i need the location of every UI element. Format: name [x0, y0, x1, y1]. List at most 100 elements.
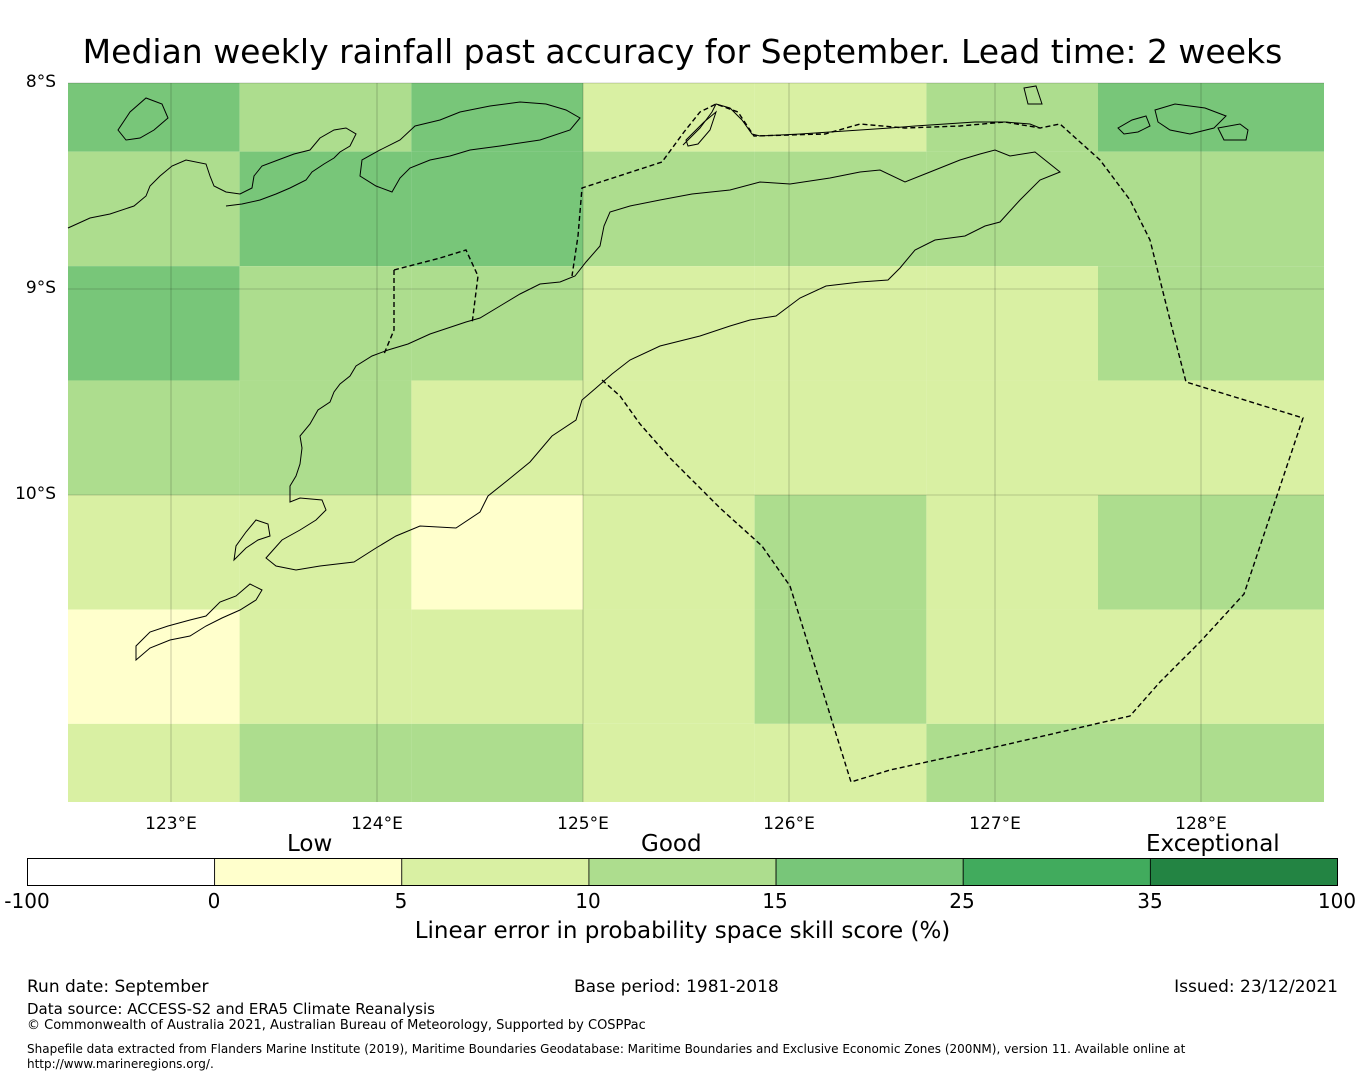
- skill-cell: [239, 380, 412, 495]
- skill-cell: [754, 723, 927, 802]
- lat-label-10s: 10°S: [15, 484, 56, 504]
- colorbar-tick: 25: [949, 889, 975, 913]
- colorbar-frame: [27, 858, 1338, 886]
- colorbar-bin: [775, 858, 964, 886]
- skill-cell: [239, 83, 412, 152]
- skill-cell: [239, 723, 412, 802]
- skill-cell: [754, 495, 927, 610]
- atauro-coastline: [685, 110, 718, 147]
- colorbar-label: Linear error in probability space skill …: [414, 918, 951, 944]
- skill-cell: [926, 609, 1098, 724]
- skill-cell: [411, 380, 583, 495]
- skill-cell: [68, 380, 240, 495]
- colorbar-category-good: Good: [641, 831, 702, 857]
- skill-cell: [68, 723, 240, 802]
- skill-cell: [239, 151, 412, 267]
- skill-cell: [411, 723, 583, 802]
- skill-cell: [926, 495, 1098, 610]
- run-date: Run date: September: [27, 977, 209, 997]
- alor-coastline: [359, 101, 581, 193]
- colorbar-category-low: Low: [287, 831, 333, 857]
- data-source: Data source: ACCESS-S2 and ERA5 Climate …: [27, 1000, 435, 1018]
- colorbar-tick: 10: [575, 889, 601, 913]
- colorbar-tick: 35: [1137, 889, 1163, 913]
- shapefile-credit-line2: http://www.marineregions.org/.: [27, 1057, 214, 1071]
- skill-cell: [1098, 266, 1324, 381]
- wetar-coastline: [682, 103, 1041, 146]
- skill-cell: [926, 380, 1098, 495]
- lat-label-8s: 8°S: [25, 72, 56, 92]
- skill-cell: [583, 151, 755, 267]
- colorbar-bin: [214, 858, 403, 886]
- skill-grid: [68, 83, 1324, 802]
- skill-cell: [583, 609, 755, 724]
- skill-cell: [1098, 83, 1324, 152]
- skill-cell: [68, 266, 240, 381]
- skill-cell: [1098, 723, 1324, 802]
- shapefile-credit: Shapefile data extracted from Flanders M…: [27, 1042, 1185, 1072]
- skill-cell: [411, 609, 583, 724]
- skill-cell: [68, 609, 240, 724]
- skill-cell: [1098, 380, 1324, 495]
- skill-cell: [411, 83, 583, 152]
- eez-boundary-oecusse: [383, 249, 479, 355]
- colorbar-tick: 15: [762, 889, 788, 913]
- copyright: © Commonwealth of Australia 2021, Austra…: [27, 1018, 646, 1033]
- colorbar-tick: 5: [394, 889, 408, 913]
- skill-cell: [754, 83, 927, 152]
- skill-cell: [239, 266, 412, 381]
- skill-cell: [1098, 609, 1324, 724]
- kisar-coastline: [1117, 115, 1151, 135]
- skill-cell: [239, 495, 412, 610]
- colorbar-category-exceptional: Exceptional: [1146, 831, 1280, 857]
- colorbar: [27, 858, 1338, 886]
- graticule: [68, 82, 1324, 802]
- skill-cell: [411, 151, 583, 267]
- lon-label-125e: 125°E: [557, 814, 609, 834]
- coastlines: [67, 85, 1249, 662]
- skill-cell: [926, 266, 1098, 381]
- eez-boundary-east: [571, 103, 1304, 783]
- skill-cell: [754, 266, 927, 381]
- skill-cell: [583, 380, 755, 495]
- skill-cell: [68, 495, 240, 610]
- skill-cell: [411, 266, 583, 381]
- skill-cell: [239, 609, 412, 724]
- shapefile-credit-line1: Shapefile data extracted from Flanders M…: [27, 1042, 1186, 1056]
- moa-coastline: [1217, 123, 1249, 141]
- skill-cell: [68, 83, 240, 152]
- colorbar-bin: [1149, 858, 1338, 886]
- skill-cell: [583, 266, 755, 381]
- colorbar-bin: [962, 858, 1151, 886]
- maritime-boundary: [383, 103, 1304, 783]
- colorbar-tick: 100: [1317, 889, 1357, 913]
- islet-coastline: [1023, 85, 1043, 105]
- skill-cell: [583, 495, 755, 610]
- colorbar-bin: [588, 858, 777, 886]
- issued-date: Issued: 23/12/2021: [1174, 977, 1338, 997]
- colorbar-bin: [27, 858, 216, 886]
- skill-cell: [411, 495, 583, 610]
- skill-cell: [754, 151, 927, 267]
- timor-coastline: [265, 149, 1061, 571]
- lon-label-127e: 127°E: [969, 814, 1021, 834]
- skill-cell: [926, 723, 1098, 802]
- skill-cell: [583, 723, 755, 802]
- lon-label-123e: 123°E: [145, 814, 197, 834]
- skill-cell: [754, 380, 927, 495]
- lon-label-128e: 128°E: [1175, 814, 1227, 834]
- map-title: Median weekly rainfall past accuracy for…: [82, 32, 1283, 71]
- colorbar-tick: 0: [207, 889, 221, 913]
- skill-cell: [68, 151, 240, 267]
- skill-cell: [583, 83, 755, 152]
- colorbar-bin: [401, 858, 590, 886]
- sabu-coastline: [135, 583, 263, 662]
- lon-label-126e: 126°E: [763, 814, 815, 834]
- lon-label-124e: 124°E: [351, 814, 403, 834]
- skill-cell: [926, 83, 1098, 152]
- skill-cell: [1098, 495, 1324, 610]
- lat-label-9s: 9°S: [25, 278, 56, 298]
- base-period: Base period: 1981-2018: [574, 977, 779, 997]
- colorbar-tick: -100: [4, 889, 50, 913]
